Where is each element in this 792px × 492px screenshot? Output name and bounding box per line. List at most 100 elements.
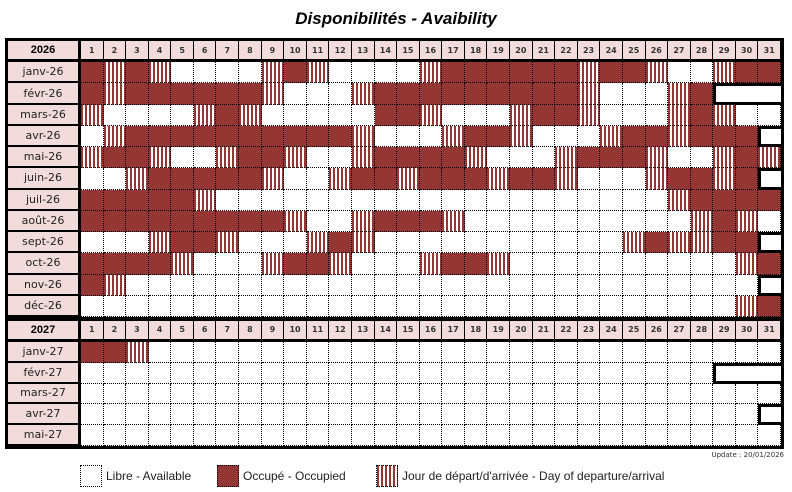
day-header: 25 xyxy=(622,321,646,342)
day-header: 26 xyxy=(645,321,669,342)
day-cell xyxy=(713,168,736,190)
day-cell xyxy=(126,274,149,296)
day-cell xyxy=(532,189,556,211)
month-label: avr-26 xyxy=(8,125,81,148)
day-cell xyxy=(442,274,465,296)
day-header: 24 xyxy=(600,41,623,63)
day-cell xyxy=(171,62,194,84)
day-cell xyxy=(103,168,127,190)
day-cell xyxy=(239,104,262,126)
day-header: 11 xyxy=(306,321,330,342)
day-cell xyxy=(126,125,149,148)
day-cell xyxy=(239,83,262,105)
calendar-2026: 2026 1 2 3 4 5 6 7 8 9 10 11 12 13 14 15 16 17 18 19 20 21 22 2… xyxy=(5,38,784,320)
day-cell xyxy=(622,425,646,446)
day-cell xyxy=(600,362,623,384)
day-cell xyxy=(464,404,488,426)
day-cell xyxy=(713,62,736,84)
day-cell xyxy=(351,341,375,363)
day-header: 23 xyxy=(577,41,601,63)
day-cell xyxy=(148,62,172,84)
day-cell xyxy=(193,253,217,275)
day-cell xyxy=(690,253,714,275)
day-cell xyxy=(577,425,601,446)
day-cell xyxy=(645,232,669,254)
day-cell xyxy=(510,383,533,405)
day-cell xyxy=(735,210,759,233)
departure-arrival-swatch-icon xyxy=(376,465,398,487)
day-cell xyxy=(622,274,646,296)
day-cell xyxy=(510,404,533,426)
day-header: 5 xyxy=(171,41,194,63)
day-cell xyxy=(690,62,714,84)
day-cell xyxy=(713,253,736,275)
day-cell xyxy=(397,274,420,296)
day-cell xyxy=(397,295,420,317)
nonexistent-day-cell xyxy=(713,362,736,384)
day-cell xyxy=(397,210,420,233)
day-cell xyxy=(397,404,420,426)
day-cell xyxy=(329,341,352,363)
day-cell xyxy=(261,362,285,384)
day-cell xyxy=(555,168,578,190)
day-cell xyxy=(577,341,601,363)
day-cell xyxy=(577,383,601,405)
occupied-swatch-icon xyxy=(217,465,239,487)
day-cell xyxy=(735,383,759,405)
day-cell xyxy=(690,125,714,148)
day-cell xyxy=(645,125,669,148)
day-cell xyxy=(510,295,533,317)
day-cell xyxy=(284,147,307,169)
day-cell xyxy=(81,404,104,426)
day-cell xyxy=(690,362,714,384)
day-cell xyxy=(600,104,623,126)
day-cell xyxy=(351,210,375,233)
day-cell xyxy=(577,147,601,169)
day-cell xyxy=(81,189,104,211)
day-cell xyxy=(126,104,149,126)
day-cell xyxy=(126,253,149,275)
month-label: sept-26 xyxy=(8,232,81,254)
day-cell xyxy=(577,274,601,296)
day-cell xyxy=(532,83,556,105)
day-cell xyxy=(171,83,194,105)
day-cell xyxy=(374,189,398,211)
day-cell xyxy=(532,147,556,169)
day-cell xyxy=(193,83,217,105)
day-cell xyxy=(464,383,488,405)
day-cell xyxy=(690,383,714,405)
day-cell xyxy=(374,62,398,84)
day-cell xyxy=(193,104,217,126)
day-cell xyxy=(351,62,375,84)
day-cell xyxy=(510,274,533,296)
day-cell xyxy=(216,425,240,446)
day-cell xyxy=(171,189,194,211)
day-header: 4 xyxy=(148,321,172,342)
day-cell xyxy=(171,232,194,254)
day-cell xyxy=(555,274,578,296)
day-header: 15 xyxy=(397,321,420,342)
day-cell xyxy=(690,425,714,446)
day-cell xyxy=(126,232,149,254)
day-cell xyxy=(374,83,398,105)
day-cell xyxy=(261,404,285,426)
day-cell xyxy=(713,274,736,296)
day-cell xyxy=(419,341,443,363)
day-cell xyxy=(306,404,330,426)
day-cell xyxy=(532,125,556,148)
day-cell xyxy=(81,274,104,296)
day-cell xyxy=(419,168,443,190)
day-cell xyxy=(600,189,623,211)
day-cell xyxy=(284,83,307,105)
day-cell xyxy=(622,383,646,405)
day-cell xyxy=(374,147,398,169)
day-cell xyxy=(487,147,511,169)
day-cell xyxy=(397,425,420,446)
day-cell xyxy=(532,104,556,126)
day-cell xyxy=(193,295,217,317)
day-header: 14 xyxy=(374,41,398,63)
day-cell xyxy=(81,383,104,405)
day-cell xyxy=(374,232,398,254)
month-label: juin-26 xyxy=(8,168,81,190)
day-header: 8 xyxy=(239,41,262,63)
